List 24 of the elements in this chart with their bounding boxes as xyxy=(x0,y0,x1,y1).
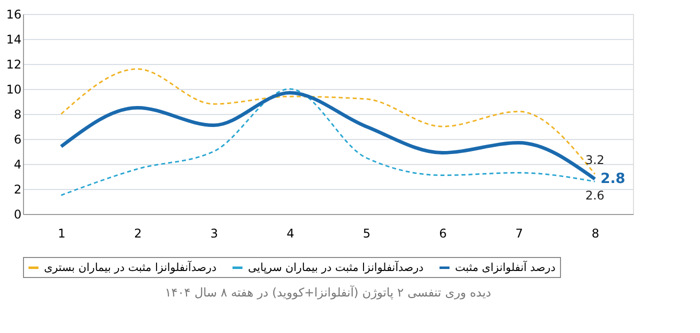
legend-label: درصدآنفلوانزا مثبت در بیماران سرپایی xyxy=(248,260,424,274)
y-tick-label: 12 xyxy=(6,58,22,72)
x-tick-label: 7 xyxy=(515,226,523,240)
x-tick-label: 6 xyxy=(439,226,447,240)
y-tick-label: 14 xyxy=(6,32,22,46)
y-tick-label: 2 xyxy=(14,182,22,196)
x-tick-label: 1 xyxy=(58,226,66,240)
data-label: 2.6 xyxy=(585,188,604,202)
y-tick-label: 6 xyxy=(14,132,22,146)
x-tick-label: 5 xyxy=(362,226,370,240)
y-tick-label: 16 xyxy=(6,8,22,22)
y-tick-label: 0 xyxy=(14,208,22,222)
legend-label: درصد آنفلوانزای مثبت xyxy=(455,260,556,274)
data-label: 2.8 xyxy=(600,171,626,187)
x-tick-label: 8 xyxy=(592,226,600,240)
y-tick-label: 10 xyxy=(6,82,22,96)
text: دیده وری تنفسی ۲ پاتوژن (آنفلوانزا+کووید) در هفته ۸ سال ۱۴۰۴ xyxy=(164,284,492,300)
x-tick-label: 2 xyxy=(134,226,142,240)
data-label: 3.2 xyxy=(585,153,604,167)
legend-label: درصدآنفلوانزا مثبت در بیماران بستری xyxy=(44,260,217,274)
y-tick-label: 8 xyxy=(14,108,22,122)
y-tick-label: 4 xyxy=(14,158,22,172)
x-tick-label: 4 xyxy=(286,226,294,240)
x-tick-label: 3 xyxy=(210,226,218,240)
